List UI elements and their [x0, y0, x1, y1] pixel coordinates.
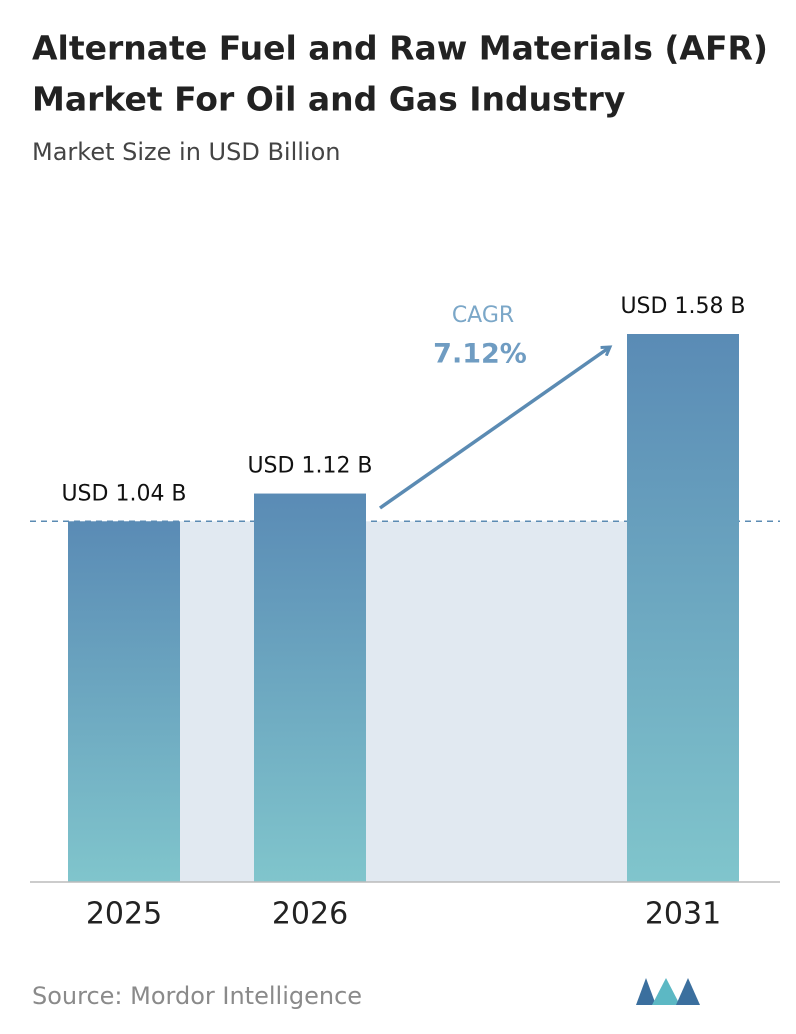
- bar: [254, 493, 366, 882]
- x-tick-label: 2025: [86, 897, 162, 932]
- x-tick-label: 2031: [645, 897, 721, 932]
- chart-title: Alternate Fuel and Raw Materials (AFR): [32, 29, 768, 68]
- logo-shape: [676, 978, 700, 1005]
- chart-subtitle: Market Size in USD Billion: [32, 138, 340, 166]
- plot-area: USD 1.04 B 2025 USD 1.12 B 2026 USD 1.58 B 20…: [30, 294, 780, 932]
- reference-area: [124, 521, 683, 882]
- cagr-label: CAGR: [452, 303, 514, 328]
- x-tick-label: 2026: [272, 897, 348, 932]
- cagr-arrow: [378, 347, 610, 510]
- cagr-value: 7.12%: [433, 339, 527, 370]
- value-label: USD 1.12 B: [247, 454, 372, 479]
- source: Source: Mordor Intelligence: [32, 982, 362, 1010]
- value-label: USD 1.58 B: [620, 294, 745, 319]
- chart-title: Market For Oil and Gas Industry: [32, 80, 625, 119]
- bar: [68, 521, 180, 882]
- logo-shape: [652, 978, 680, 1005]
- bar: [627, 334, 739, 882]
- logo-shape: [636, 978, 656, 1005]
- logo: [636, 978, 700, 1005]
- value-label: USD 1.04 B: [61, 481, 186, 506]
